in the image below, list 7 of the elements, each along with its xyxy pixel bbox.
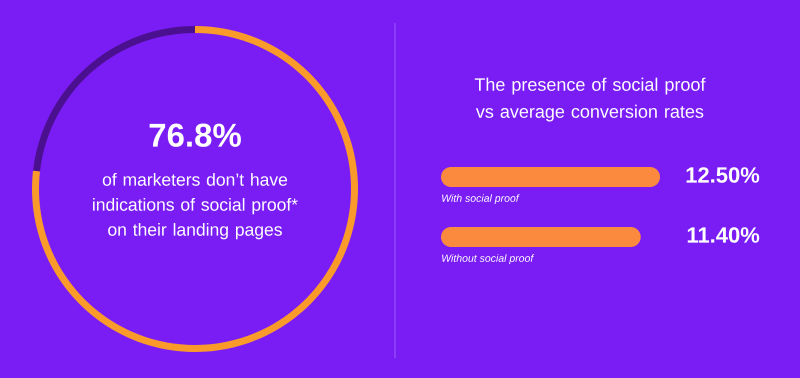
y-tick-label: With social proof (442, 194, 520, 204)
data-label: 11.40% (688, 227, 760, 243)
text: of marketers don’t have indications of social proof* on their landing pages (93, 172, 298, 240)
y-tick-label: Without social proof (442, 254, 534, 264)
text: 76.8% (150, 124, 241, 147)
data-label: 12.50% (686, 167, 760, 183)
chart-title: The presence of social proof vs average conversion rates (474, 78, 706, 122)
